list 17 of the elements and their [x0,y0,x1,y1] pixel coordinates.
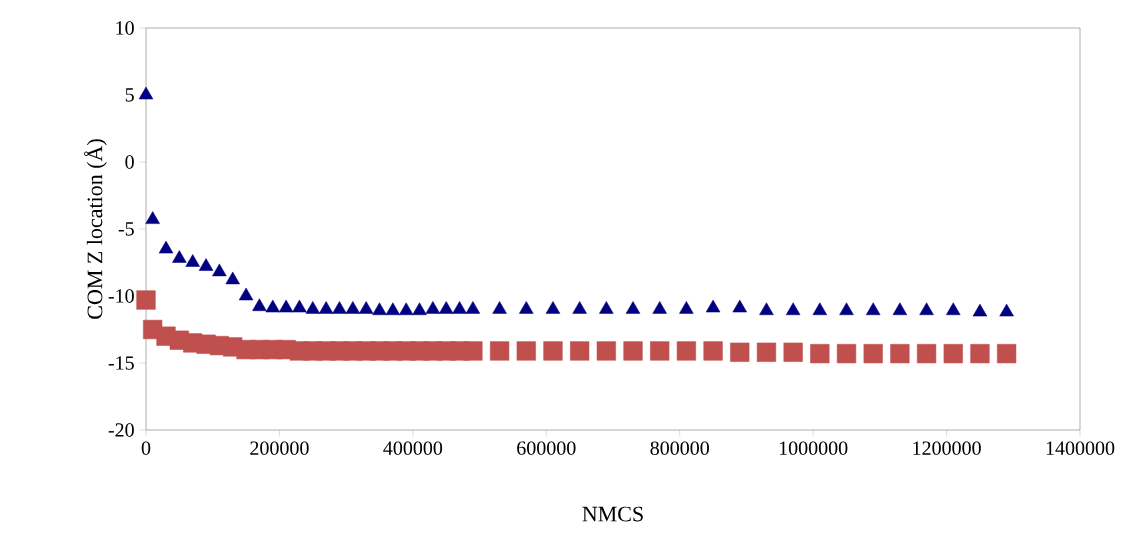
y-tick-label: -10 [108,289,134,303]
y-tick-label: 10 [116,21,134,35]
x-tick-label: 1000000 [779,441,848,455]
x-tick-label: 200000 [250,441,309,455]
x-tick-label: 0 [141,441,151,455]
x-axis-title: NMCS [582,506,643,522]
x-tick-label: 800000 [650,441,709,455]
y-tick-label: -15 [108,356,134,370]
y-tick-label: 5 [125,88,134,102]
y-tick-label: 0 [125,155,134,169]
y-axis-title: COM Z location (Å) [84,139,107,319]
x-tick-label: 1200000 [913,441,981,455]
x-tick-label: 400000 [383,441,443,455]
y-tick-label: -5 [118,222,134,236]
x-tick-label: 1400000 [1046,441,1115,455]
x-tick-label: 600000 [517,441,576,455]
y-tick-label: -20 [108,423,134,437]
